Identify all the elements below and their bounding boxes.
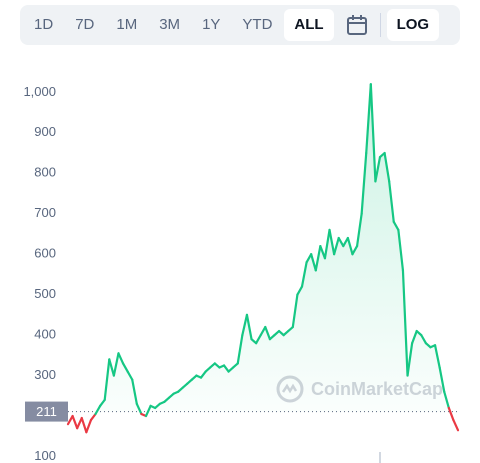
price-segment [259, 325, 267, 337]
y-tick-label: 300 [34, 367, 56, 382]
price-segment [388, 180, 395, 223]
current-value-label: 211 [36, 404, 57, 419]
price-segment [365, 83, 372, 155]
watermark: CoinMarketCap [276, 375, 443, 403]
price-segment [255, 334, 262, 345]
price-segment [323, 228, 331, 260]
range-button[interactable]: YTD [242, 16, 273, 33]
range-button[interactable]: 7D [75, 16, 95, 33]
y-tick-label: 500 [34, 286, 56, 301]
price-segment [383, 151, 391, 183]
price-segment [300, 261, 308, 288]
toolbar: 1D 7D 1M 3M 1Y YTD ALL LOG [20, 5, 460, 45]
price-segment [80, 416, 88, 434]
price-segment [85, 418, 93, 434]
price-segment [355, 212, 363, 248]
price-segment [112, 352, 120, 377]
price-segment [71, 414, 79, 430]
price-segment [144, 404, 152, 418]
y-tick-label: 100 [34, 448, 56, 463]
current-value-badge [25, 401, 68, 422]
price-segment [108, 358, 115, 377]
y-tick-label: 900 [34, 124, 56, 139]
y-tick-label: 1,000 [23, 84, 56, 99]
y-tick-label: 600 [34, 246, 56, 261]
price-segment [291, 293, 299, 329]
price-segment [296, 285, 304, 296]
y-tick-label: 700 [34, 205, 56, 220]
price-segment [411, 329, 418, 345]
price-segment [245, 313, 253, 341]
calendar-icon [346, 15, 367, 35]
price-segment [406, 342, 414, 377]
price-segment [117, 352, 125, 365]
price-segment [135, 402, 143, 416]
price-segment [397, 228, 405, 272]
price-segment [342, 236, 349, 248]
separator [379, 13, 381, 37]
price-segment [447, 406, 455, 422]
price-segment [346, 236, 354, 256]
area-fill [68, 84, 458, 412]
price-segment [89, 412, 97, 422]
price-segment [333, 236, 340, 256]
price-segment [443, 390, 450, 410]
price-segment [264, 325, 271, 341]
price-segment [121, 362, 129, 373]
price-segment [433, 344, 441, 369]
price-segment [351, 245, 359, 256]
price-segment [241, 313, 249, 337]
price-segment [126, 370, 134, 381]
price-segment [369, 83, 377, 183]
range-button[interactable]: 1M [116, 16, 138, 33]
price-segment [310, 253, 317, 272]
price-segment [66, 414, 74, 426]
price-segment [76, 416, 83, 430]
log-button[interactable]: LOG [386, 9, 440, 41]
price-segment [314, 245, 322, 272]
price-segment [94, 404, 102, 416]
range-button[interactable]: 1Y [202, 16, 221, 33]
y-tick-label: 400 [34, 327, 56, 342]
price-segment [374, 155, 382, 183]
price-segment [222, 364, 230, 373]
price-segment [337, 236, 345, 248]
price-segment [401, 269, 409, 377]
price-segment [328, 228, 336, 256]
price-segment [103, 358, 111, 401]
price-segment [305, 253, 313, 264]
y-tick-label: 800 [34, 165, 56, 180]
calendar-button[interactable] [340, 9, 374, 41]
price-segment [392, 220, 400, 232]
price-segment [199, 370, 207, 379]
watermark-text: CoinMarketCap [311, 379, 443, 399]
price-segment [420, 334, 427, 345]
price-segment [452, 418, 460, 432]
price-segment [236, 334, 244, 365]
price-segment [360, 151, 368, 215]
range-button[interactable]: 3M [159, 16, 181, 33]
price-segment [99, 398, 106, 408]
range-button[interactable]: ALL [284, 9, 334, 41]
price-segment [438, 366, 446, 393]
range-button[interactable]: 1D [34, 16, 54, 33]
price-segment [131, 378, 138, 405]
